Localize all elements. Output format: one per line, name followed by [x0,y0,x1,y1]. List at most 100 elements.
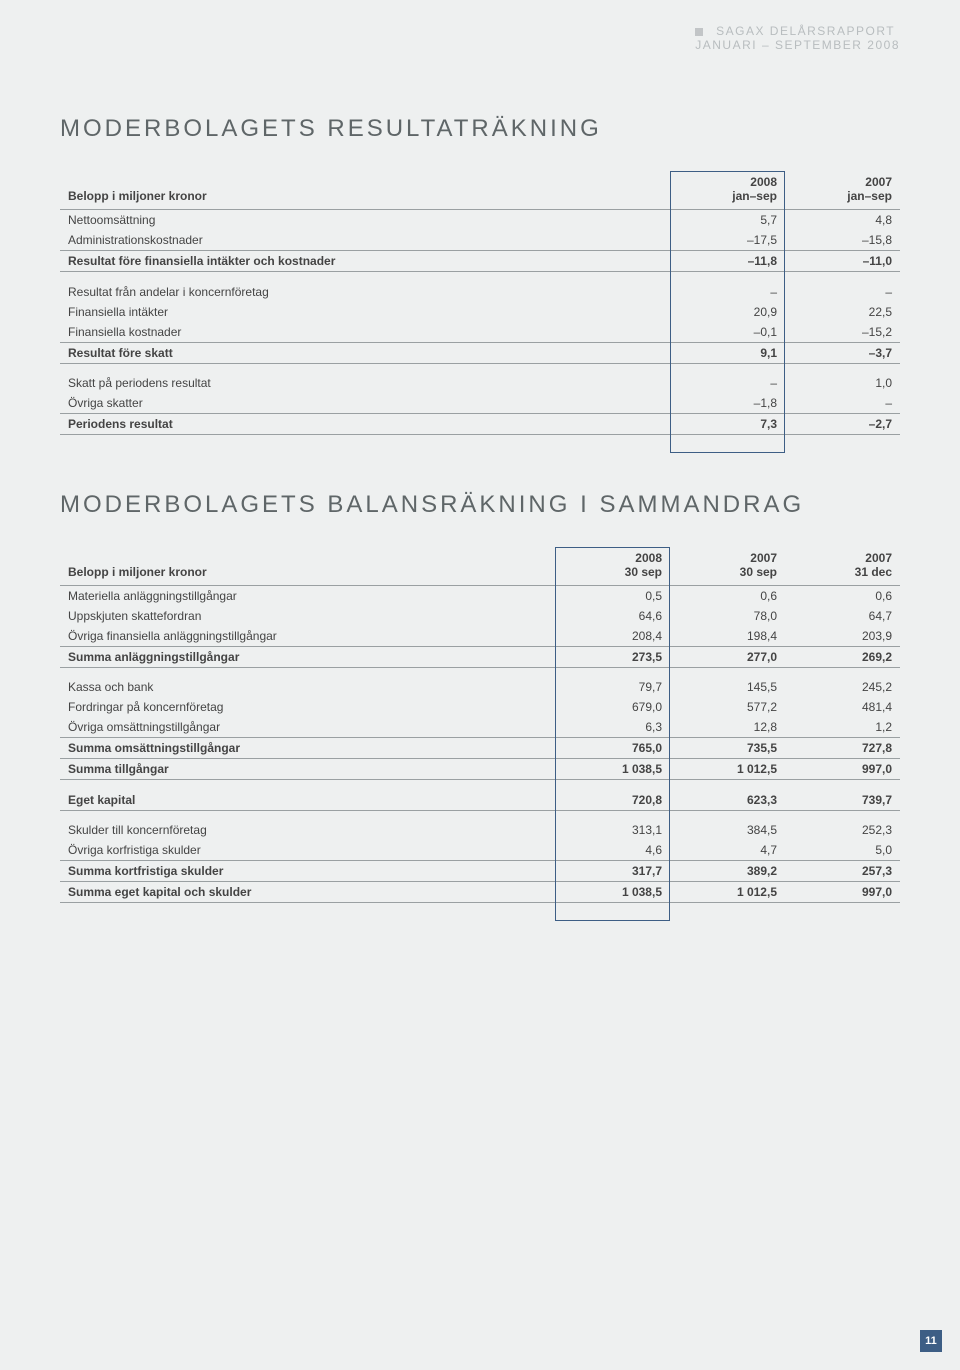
row-label: Kassa och bank [60,677,555,697]
cell-value: –3,7 [785,342,900,363]
cell-value: – [670,282,785,302]
table-row: Materiella anläggningstillgångar0,50,60,… [60,585,900,606]
table-row: Resultat från andelar i koncernföretag–– [60,282,900,302]
header-line2: JANUARI – SEPTEMBER 2008 [695,38,900,52]
cell-value: 317,7 [555,861,670,882]
report-header: SAGAX DELÅRSRAPPORT JANUARI – SEPTEMBER … [695,24,900,52]
income-statement-table: Belopp i miljoner kronor2008jan–sep2007j… [60,171,900,441]
cell-value: 577,2 [670,697,785,717]
cell-value: 198,4 [670,626,785,647]
table-row: Summa eget kapital och skulder1 038,51 0… [60,882,900,903]
cell-value: 7,3 [670,414,785,435]
header-square-icon [695,28,703,36]
cell-value: 1,2 [785,717,900,738]
cell-value: 4,7 [670,840,785,861]
cell-value: –2,7 [785,414,900,435]
cell-value: 0,6 [670,585,785,606]
cell-value: 1 012,5 [670,759,785,780]
row-label: Summa omsättningstillgångar [60,738,555,759]
column-label: Belopp i miljoner kronor [60,547,555,586]
table-row: Resultat före finansiella intäkter och k… [60,251,900,272]
row-label: Övriga skatter [60,393,670,414]
cell-value: 22,5 [785,302,900,322]
cell-value: –11,8 [670,251,785,272]
table-row: Summa tillgångar1 038,51 012,5997,0 [60,759,900,780]
cell-value: –15,2 [785,322,900,343]
row-label: Materiella anläggningstillgångar [60,585,555,606]
table-row: Övriga korfristiga skulder4,64,75,0 [60,840,900,861]
column-header: 2007jan–sep [785,171,900,210]
income-statement-table-wrap: Belopp i miljoner kronor2008jan–sep2007j… [60,171,900,441]
row-label: Övriga korfristiga skulder [60,840,555,861]
row-label: Resultat före skatt [60,342,670,363]
section2-title: MODERBOLAGETS BALANSRÄKNING I SAMMANDRAG [60,491,900,519]
table-row: Finansiella intäkter20,922,5 [60,302,900,322]
row-label: Övriga omsättningstillgångar [60,717,555,738]
row-label: Skulder till koncernföretag [60,820,555,840]
cell-value: 273,5 [555,646,670,667]
row-label: Finansiella kostnader [60,322,670,343]
cell-value: 64,6 [555,606,670,626]
balance-sheet-table: Belopp i miljoner kronor200830 sep200730… [60,547,900,909]
row-label: Summa tillgångar [60,759,555,780]
page-content: MODERBOLAGETS RESULTATRÄKNING Belopp i m… [60,115,900,909]
cell-value: –15,8 [785,230,900,251]
cell-value: 384,5 [670,820,785,840]
table-row: Periodens resultat7,3–2,7 [60,414,900,435]
row-label: Finansiella intäkter [60,302,670,322]
cell-value: 1 038,5 [555,882,670,903]
cell-value: –11,0 [785,251,900,272]
row-label: Övriga finansiella anläggningstillgångar [60,626,555,647]
cell-value: 0,5 [555,585,670,606]
cell-value: 997,0 [785,882,900,903]
cell-value: –17,5 [670,230,785,251]
balance-sheet-table-wrap: Belopp i miljoner kronor200830 sep200730… [60,547,900,909]
cell-value: 5,0 [785,840,900,861]
section1-title: MODERBOLAGETS RESULTATRÄKNING [60,115,900,143]
table-row: Eget kapital720,8623,3739,7 [60,790,900,811]
cell-value: – [785,393,900,414]
column-header: 2008jan–sep [670,171,785,210]
column-header: 200731 dec [785,547,900,586]
cell-value: 481,4 [785,697,900,717]
page-number: 11 [920,1330,942,1352]
table-row: Summa omsättningstillgångar765,0735,5727… [60,738,900,759]
table-row: Övriga skatter–1,8– [60,393,900,414]
cell-value: 679,0 [555,697,670,717]
table-row: Summa kortfristiga skulder317,7389,2257,… [60,861,900,882]
cell-value: 12,8 [670,717,785,738]
table-row: Kassa och bank79,7145,5245,2 [60,677,900,697]
cell-value: 5,7 [670,210,785,231]
cell-value: 277,0 [670,646,785,667]
cell-value: 313,1 [555,820,670,840]
row-label: Summa eget kapital och skulder [60,882,555,903]
column-header: 200830 sep [555,547,670,586]
row-label: Resultat före finansiella intäkter och k… [60,251,670,272]
table-row: Fordringar på koncernföretag679,0577,248… [60,697,900,717]
row-label: Fordringar på koncernföretag [60,697,555,717]
table-row: Resultat före skatt9,1–3,7 [60,342,900,363]
cell-value: 6,3 [555,717,670,738]
cell-value: – [670,373,785,393]
cell-value: 739,7 [785,790,900,811]
cell-value: 79,7 [555,677,670,697]
cell-value: 64,7 [785,606,900,626]
cell-value: –0,1 [670,322,785,343]
cell-value: 765,0 [555,738,670,759]
table-row: Skulder till koncernföretag313,1384,5252… [60,820,900,840]
table-row: Övriga finansiella anläggningstillgångar… [60,626,900,647]
column-label: Belopp i miljoner kronor [60,171,670,210]
row-label: Summa anläggningstillgångar [60,646,555,667]
cell-value: 1 038,5 [555,759,670,780]
row-label: Skatt på periodens resultat [60,373,670,393]
table-row: Administrationskostnader–17,5–15,8 [60,230,900,251]
cell-value: 997,0 [785,759,900,780]
cell-value: 0,6 [785,585,900,606]
cell-value: – [785,282,900,302]
table-row: Uppskjuten skattefordran64,678,064,7 [60,606,900,626]
row-label: Nettoomsättning [60,210,670,231]
cell-value: 257,3 [785,861,900,882]
row-label: Eget kapital [60,790,555,811]
header-line1: SAGAX DELÅRSRAPPORT [716,24,895,38]
table-row: Summa anläggningstillgångar273,5277,0269… [60,646,900,667]
